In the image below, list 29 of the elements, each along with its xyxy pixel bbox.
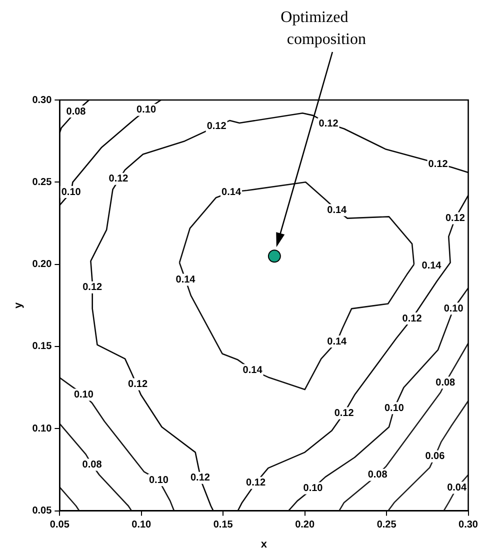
x-tick-label: 0.15 <box>213 520 234 531</box>
x-tick-label: 0.20 <box>295 520 315 531</box>
y-tick-label: 0.10 <box>32 423 52 434</box>
text: Optimized composition <box>280 9 366 48</box>
y-axis-title: y <box>12 301 25 308</box>
annotation: 0.12 <box>445 213 466 224</box>
annotation: 0.14 <box>327 336 348 348</box>
x-axis-title: x <box>260 538 268 550</box>
x-tick-label: 0.25 <box>376 520 397 531</box>
x-tick-label: 0.30 <box>458 520 478 531</box>
y-tick-label: 0.05 <box>32 506 52 517</box>
annotation: 0.12 <box>128 379 148 390</box>
y-tick-label: 0.20 <box>32 259 52 270</box>
annotation: 0.12 <box>82 282 103 294</box>
annotation: 0.12 <box>108 174 129 185</box>
y-tick-label: 0.25 <box>32 176 52 188</box>
y-tick-label: 0.30 <box>32 94 52 106</box>
annotation: 0.10 <box>444 303 464 314</box>
y-tick-label: 0.15 <box>32 341 52 352</box>
point <box>268 250 281 263</box>
annotation: 0.06 <box>425 451 446 462</box>
x-tick-label: 0.05 <box>50 520 70 531</box>
annotation: 0.08 <box>436 377 456 388</box>
annotation: 0.14 <box>176 274 196 286</box>
annotation: 0.14 <box>422 260 442 272</box>
x-tick-label: 0.10 <box>132 520 152 531</box>
annotation: 0.12 <box>428 158 448 170</box>
annotation: 0.12 <box>190 472 210 484</box>
annotation: 0.10 <box>384 402 404 414</box>
